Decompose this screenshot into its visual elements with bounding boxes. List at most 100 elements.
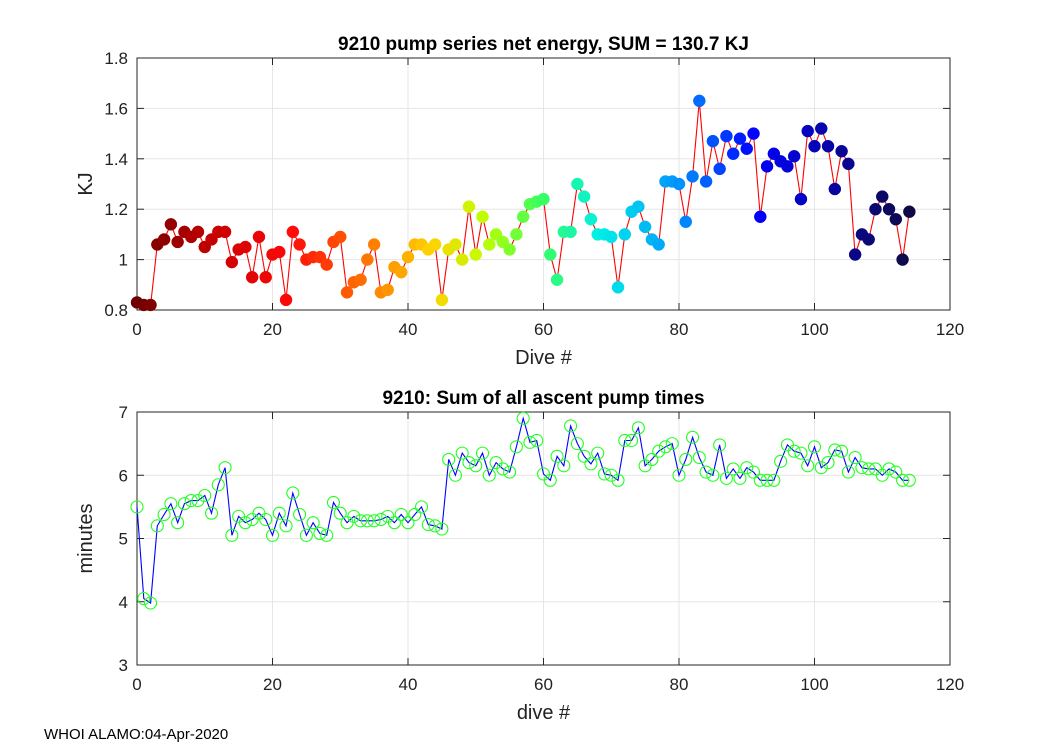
- pump-time-data-point: [469, 459, 483, 473]
- pump-time-data-point: [645, 452, 659, 466]
- pump-time-data-point: [171, 516, 185, 530]
- energy-data-point: [605, 230, 618, 244]
- energy-data-point: [699, 175, 713, 188]
- pump-time-data-point: [503, 465, 517, 479]
- pump-time-data-point: [902, 473, 916, 487]
- pump-time-data-point: [496, 462, 510, 476]
- energy-data-point: [632, 200, 645, 213]
- pump-time-data-point: [625, 433, 639, 448]
- energy-data-point: [449, 238, 462, 251]
- pump-time-data-point: [448, 468, 462, 482]
- pump-time-data-point: [150, 519, 164, 533]
- pump-time-data-point: [821, 456, 835, 470]
- pump-time-data-point: [482, 468, 496, 482]
- pump-time-data-point: [313, 526, 327, 540]
- pump-time-data-point: [435, 522, 449, 536]
- energy-data-point: [584, 213, 598, 226]
- pump-time-data-point: [564, 419, 578, 433]
- energy-data-point: [245, 270, 259, 284]
- pump-time-data-point: [299, 528, 313, 542]
- energy-x-tick-label: 20: [263, 320, 282, 339]
- pump-time-data-point: [218, 461, 232, 475]
- pump-time-data-point: [272, 506, 286, 520]
- pump-time-data-point: [699, 465, 713, 479]
- pump-time-data-point: [801, 459, 815, 473]
- pump-time-data-point: [442, 452, 456, 466]
- pump-time-data-point: [144, 596, 158, 610]
- pump-time-data-point: [882, 462, 896, 476]
- energy-data-point: [273, 245, 286, 259]
- energy-data-point: [381, 283, 394, 297]
- energy-x-tick-label: 100: [800, 320, 828, 339]
- energy-y-tick-label: 1.8: [104, 49, 128, 68]
- energy-data-point: [821, 139, 835, 153]
- pump-time-data-point: [713, 438, 727, 452]
- pump-time-data-point: [550, 449, 564, 463]
- pump-time-x-tick-label: 120: [936, 675, 964, 694]
- pump-time-data-point: [401, 516, 415, 530]
- energy-data-point: [164, 218, 178, 231]
- pump-time-data-point: [164, 497, 178, 511]
- energy-data-point: [713, 162, 726, 176]
- pump-time-data-point: [374, 512, 388, 527]
- energy-data-point: [835, 144, 848, 158]
- pump-time-data-point: [279, 519, 293, 533]
- pump-time-data-point: [618, 433, 632, 448]
- pump-time-chart-title: 9210: Sum of all ascent pump times: [382, 388, 704, 409]
- energy-x-tick-label: 0: [132, 320, 141, 339]
- energy-data-point: [869, 202, 882, 216]
- energy-x-tick-label: 80: [670, 320, 689, 339]
- energy-data-point: [435, 293, 449, 307]
- energy-data-point: [618, 228, 632, 241]
- pump-time-data-point: [204, 506, 219, 520]
- pump-time-data-point: [326, 495, 341, 509]
- energy-y-tick-label: 1: [119, 251, 128, 270]
- energy-data-point: [361, 253, 374, 266]
- energy-data-point: [740, 142, 753, 155]
- energy-data-point: [225, 255, 239, 269]
- pump-time-data-point: [591, 446, 605, 460]
- pump-time-data-point: [794, 446, 808, 460]
- energy-chart-title: 9210 pump series net energy, SUM = 130.7…: [338, 34, 749, 55]
- pump-time-y-tick-label: 5: [119, 530, 128, 549]
- energy-data-point: [340, 286, 354, 299]
- pump-time-data-point: [597, 467, 612, 481]
- pump-time-x-tick-label: 40: [399, 675, 418, 694]
- energy-data-point: [638, 220, 652, 234]
- energy-data-point: [828, 182, 842, 196]
- energy-data-point: [611, 281, 625, 294]
- pump-time-data-point: [191, 493, 205, 508]
- pump-time-data-point: [360, 514, 374, 528]
- energy-data-point: [516, 210, 530, 224]
- energy-data-point: [787, 150, 801, 163]
- pump-time-data-point: [719, 471, 733, 485]
- energy-data-point: [693, 94, 706, 108]
- energy-data-point: [686, 170, 699, 183]
- energy-data-point: [726, 147, 740, 161]
- energy-data-point: [848, 248, 862, 261]
- pump-time-x-tick-label: 0: [132, 675, 141, 694]
- pump-time-x-tick-label: 20: [263, 675, 282, 694]
- pump-time-y-tick-label: 7: [119, 403, 128, 422]
- energy-data-point: [577, 190, 591, 203]
- pump-time-data-point: [367, 514, 381, 528]
- energy-data-point: [469, 248, 482, 261]
- energy-data-point: [320, 258, 333, 271]
- pump-time-plot: 0 20 40 60 80 100 120 3 4 5 6 7 9210: Sum of all asc…: [75, 388, 964, 724]
- energy-plot: 0 20 40 60 80 100 120 0.8 1 1.2 1.4 1.6 1.8 9210 pump…: [75, 34, 964, 369]
- energy-y-axis-label: KJ: [75, 172, 97, 195]
- pump-time-data-point: [408, 507, 422, 522]
- pump-time-data-point: [462, 456, 476, 470]
- energy-data-point: [537, 192, 550, 206]
- pump-time-data-point: [584, 457, 598, 471]
- pump-time-data-point: [896, 473, 910, 487]
- energy-data-point: [842, 157, 855, 171]
- pump-time-data-point: [238, 516, 252, 530]
- energy-data-point: [401, 250, 415, 264]
- energy-data-point: [747, 127, 760, 140]
- pump-time-data-point: [767, 473, 781, 487]
- pump-time-data-point: [855, 461, 869, 475]
- pump-time-y-axis-label: minutes: [75, 503, 97, 573]
- energy-data-point: [896, 253, 909, 266]
